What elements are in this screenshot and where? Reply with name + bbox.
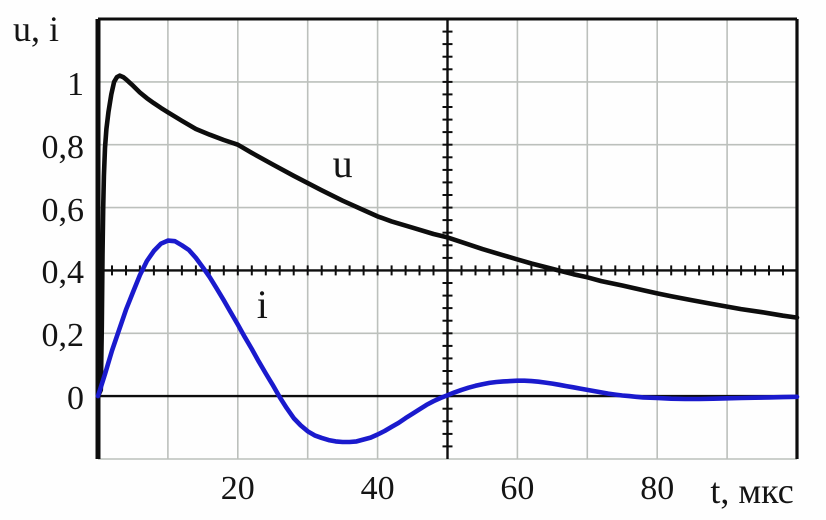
x-tick-label: 80 xyxy=(640,470,675,507)
x-tick-label: 40 xyxy=(360,470,395,507)
y-tick-label: 0,2 xyxy=(41,317,85,355)
y-tick-label: 0 xyxy=(67,380,84,418)
y-axis-title: u, i xyxy=(13,9,60,49)
y-tick-label: 1 xyxy=(67,65,84,103)
x-tick-label: 20 xyxy=(220,470,255,507)
x-tick-label: 60 xyxy=(500,470,535,507)
y-tick-label: 0,4 xyxy=(41,254,85,292)
y-tick-label: 0,6 xyxy=(41,191,85,229)
y-tick-label: 0,8 xyxy=(41,128,85,166)
x-axis-title: t, мкс xyxy=(710,471,794,511)
curve-label-i: i xyxy=(256,282,268,327)
curve-label-u: u xyxy=(332,140,353,186)
